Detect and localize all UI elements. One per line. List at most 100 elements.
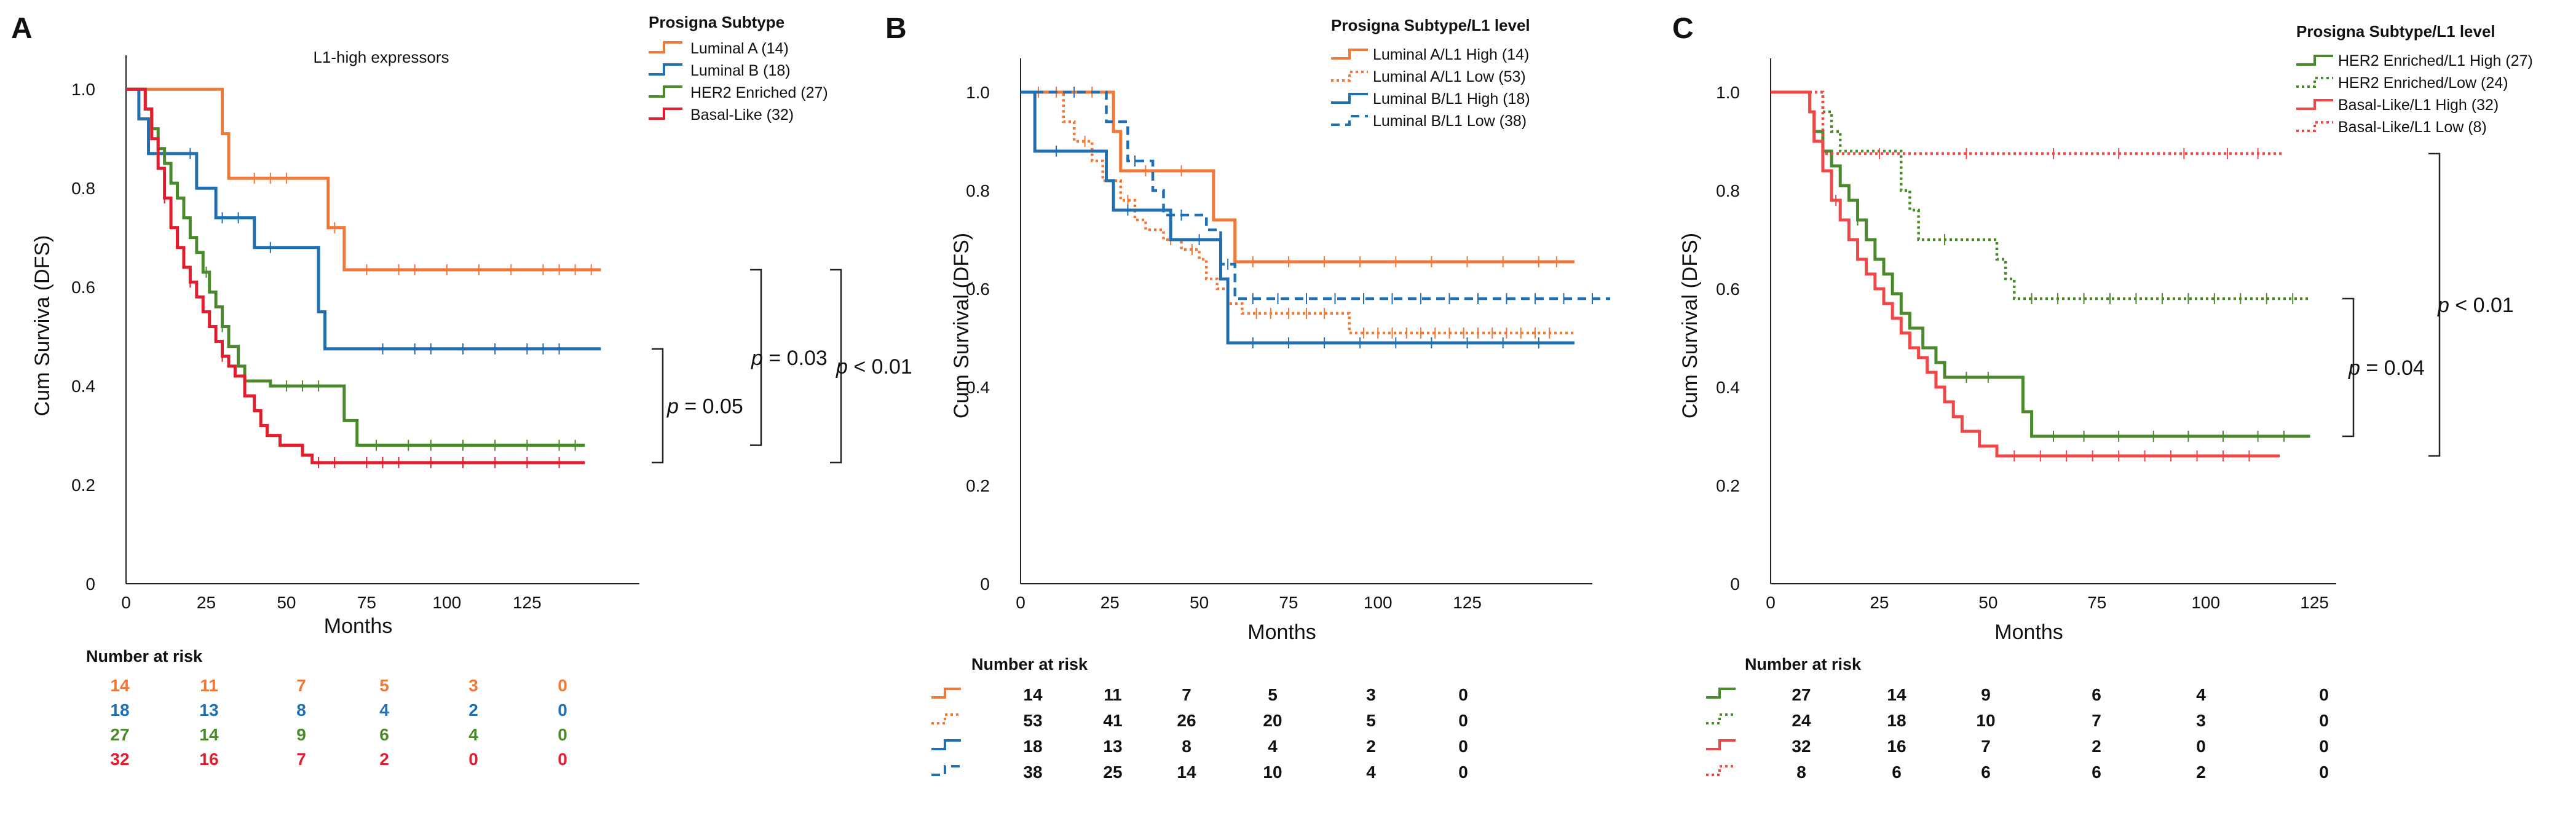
- risk-count: 3: [468, 676, 478, 695]
- risk-count: 3: [2196, 711, 2206, 730]
- legend-label: Luminal A/L1 Low (53): [1373, 68, 1526, 85]
- risk-count: 13: [199, 700, 218, 720]
- risk-count: 7: [1981, 737, 1991, 756]
- pvalue-bracket: p = 0.05: [652, 348, 743, 464]
- legend-label: Luminal B (18): [690, 62, 791, 79]
- legend-label: HER2 Enriched/Low (24): [2338, 74, 2508, 92]
- x-tick-label: 25: [1870, 593, 1889, 612]
- risk-count: 8: [296, 700, 306, 720]
- risk-row-swatch: [1706, 713, 1736, 724]
- risk-count: 0: [558, 725, 567, 744]
- y-tick-label: 0.2: [966, 476, 990, 495]
- risk-count: 6: [1892, 763, 1902, 782]
- risk-count: 0: [1458, 763, 1468, 782]
- km-series: [1021, 90, 1574, 348]
- legend-swatch: [1331, 93, 1368, 104]
- y-tick-label: 0: [980, 575, 990, 594]
- risk-count: 4: [1366, 763, 1376, 782]
- risk-count: 7: [1182, 685, 1191, 704]
- legend-swatch: [2296, 99, 2333, 110]
- y-tick-label: 0.6: [1716, 280, 1740, 299]
- legend-label: Basal-Like/L1 High (32): [2338, 96, 2499, 114]
- survival-curve: [126, 87, 601, 351]
- km-series: [1771, 90, 2310, 304]
- legend-swatch: [2296, 77, 2333, 88]
- risk-count: 0: [558, 676, 567, 695]
- risk-table-row: 24 18 10 7 3 0: [1706, 711, 2329, 730]
- risk-count: 24: [1792, 711, 1811, 730]
- legend-entry: Luminal A/L1 Low (53): [1331, 68, 1526, 85]
- legend-swatch: [649, 41, 682, 53]
- legend-label: Luminal A (14): [690, 40, 789, 57]
- x-tick-label: 0: [1766, 593, 1776, 612]
- risk-count: 25: [1103, 763, 1122, 782]
- x-tick-label: 125: [1453, 593, 1482, 612]
- pvalue-bracket: p = 0.03: [750, 269, 828, 446]
- risk-table-row: 14 11 7 5 3 0: [931, 685, 1468, 704]
- panel-b: B00.20.40.60.81.00 25 50 75 100 125MonthsCum …: [885, 12, 1611, 782]
- risk-count: 10: [1263, 763, 1282, 782]
- legend-entry: Basal-Like (32): [649, 106, 794, 124]
- risk-count: 0: [1458, 711, 1468, 730]
- legend-label: HER2 Enriched (27): [690, 84, 828, 101]
- y-tick-label: 0.4: [71, 377, 95, 396]
- risk-row-swatch: [931, 688, 961, 699]
- risk-count: 2: [2092, 737, 2101, 756]
- km-series: [1771, 90, 2280, 461]
- risk-count: 18: [1887, 711, 1906, 730]
- x-tick-label: 25: [197, 593, 216, 612]
- x-tick-label: 75: [357, 593, 376, 612]
- risk-count: 4: [468, 725, 478, 744]
- risk-count: 18: [110, 700, 129, 720]
- risk-count: 14: [199, 725, 219, 744]
- risk-count: 9: [1981, 685, 1991, 704]
- y-tick-label: 0.4: [966, 378, 990, 397]
- risk-table-row: 27 14 9 6 4 0: [1706, 685, 2329, 704]
- risk-count: 2: [2196, 763, 2206, 782]
- y-tick-label: 0.8: [1716, 181, 1740, 200]
- risk-count: 0: [1458, 685, 1468, 704]
- legend-title: Prosigna Subtype/L1 level: [1331, 16, 1530, 34]
- km-series: [1771, 90, 2285, 159]
- risk-table-row: 32 16 7 2 0 0: [110, 750, 567, 769]
- legend-entry: Basal-Like/L1 Low (8): [2296, 119, 2487, 136]
- x-tick-label: 100: [433, 593, 462, 612]
- y-tick-label: 0.6: [966, 280, 990, 299]
- panel-label: A: [11, 12, 33, 45]
- risk-count: 6: [2092, 685, 2101, 704]
- risk-count: 0: [2319, 763, 2329, 782]
- x-tick-label: 75: [2087, 593, 2106, 612]
- risk-count: 26: [1177, 711, 1196, 730]
- legend-title: Prosigna Subtype: [649, 13, 784, 31]
- survival-curve: [1021, 90, 1574, 345]
- risk-count: 0: [2319, 737, 2329, 756]
- risk-table-title: Number at risk: [86, 647, 203, 665]
- legend-label: Luminal B/L1 High (18): [1373, 90, 1530, 108]
- risk-count: 11: [1104, 685, 1122, 704]
- pvalue-bracket: p < 0.01: [830, 269, 912, 464]
- y-tick-label: 1.0: [71, 80, 95, 99]
- risk-count: 0: [1458, 737, 1468, 756]
- x-tick-label: 75: [1279, 593, 1298, 612]
- risk-table-row: 14 11 7 5 3 0: [110, 676, 567, 695]
- risk-count: 11: [200, 676, 218, 695]
- risk-count: 7: [2092, 711, 2101, 730]
- legend-label: Luminal A/L1 High (14): [1373, 46, 1529, 63]
- legend-swatch: [1331, 115, 1368, 126]
- legend-entry: Luminal B (18): [649, 62, 791, 79]
- y-tick-label: 0.6: [71, 278, 95, 297]
- risk-count: 18: [1023, 737, 1042, 756]
- legend-title: Prosigna Subtype/L1 level: [2296, 22, 2495, 41]
- legend-label: Luminal B/L1 Low (38): [1373, 112, 1527, 130]
- risk-row-swatch: [1706, 765, 1736, 776]
- risk-count: 2: [1366, 737, 1376, 756]
- pvalue-bracket: p < 0.01: [2428, 152, 2514, 457]
- bracket-line: [2342, 297, 2355, 438]
- risk-count: 0: [2319, 685, 2329, 704]
- risk-count: 6: [1981, 763, 1991, 782]
- y-tick-label: 0.2: [71, 476, 95, 495]
- km-series: [126, 87, 585, 468]
- risk-count: 41: [1103, 711, 1122, 730]
- survival-curve: [1021, 90, 1574, 264]
- km-series: [126, 87, 601, 275]
